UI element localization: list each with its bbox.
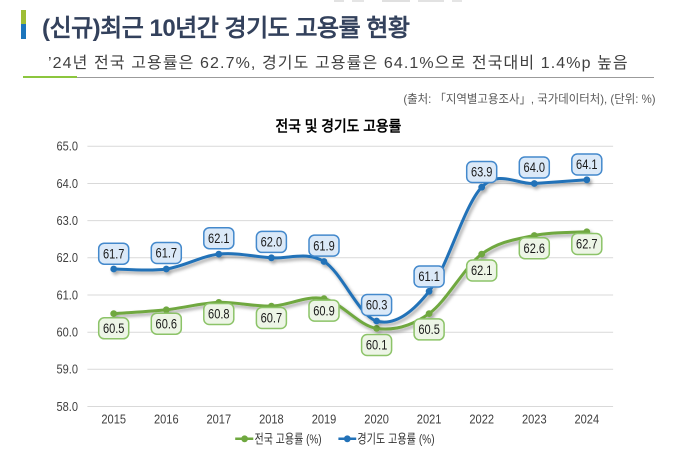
svg-text:60.6: 60.6 bbox=[156, 316, 178, 331]
svg-text:60.5: 60.5 bbox=[103, 321, 125, 336]
svg-text:2019: 2019 bbox=[312, 411, 337, 426]
svg-text:60.0: 60.0 bbox=[57, 326, 79, 340]
svg-text:60.7: 60.7 bbox=[261, 311, 283, 326]
svg-text:64.0: 64.0 bbox=[57, 177, 79, 191]
svg-text:62.7: 62.7 bbox=[576, 237, 598, 252]
svg-text:60.1: 60.1 bbox=[366, 338, 388, 353]
svg-text:62.1: 62.1 bbox=[208, 231, 230, 246]
svg-text:2022: 2022 bbox=[469, 411, 494, 426]
svg-text:60.9: 60.9 bbox=[313, 303, 335, 318]
svg-text:63.9: 63.9 bbox=[471, 165, 493, 180]
svg-text:2024: 2024 bbox=[575, 411, 600, 426]
svg-text:62.1: 62.1 bbox=[471, 263, 493, 278]
svg-text:61.7: 61.7 bbox=[156, 246, 178, 261]
svg-text:64.1: 64.1 bbox=[576, 157, 598, 172]
svg-text:63.0: 63.0 bbox=[57, 214, 79, 228]
svg-text:62.0: 62.0 bbox=[261, 235, 283, 250]
svg-text:2016: 2016 bbox=[154, 411, 179, 426]
svg-text:60.8: 60.8 bbox=[208, 307, 230, 322]
svg-text:62.6: 62.6 bbox=[524, 241, 546, 256]
svg-text:전국 고용률 (%): 전국 고용률 (%) bbox=[255, 432, 322, 447]
svg-text:62.0: 62.0 bbox=[57, 251, 79, 265]
svg-text:2020: 2020 bbox=[364, 411, 389, 426]
svg-text:61.7: 61.7 bbox=[103, 246, 125, 261]
svg-text:2017: 2017 bbox=[207, 411, 232, 426]
svg-text:59.0: 59.0 bbox=[57, 363, 79, 377]
svg-text:58.0: 58.0 bbox=[57, 400, 79, 414]
svg-text:전국 및 경기도 고용률: 전국 및 경기도 고용률 bbox=[276, 116, 402, 135]
svg-text:2023: 2023 bbox=[522, 411, 547, 426]
svg-text:2021: 2021 bbox=[417, 411, 442, 426]
svg-text:64.0: 64.0 bbox=[524, 160, 546, 175]
svg-text:65.0: 65.0 bbox=[57, 140, 79, 154]
svg-text:60.3: 60.3 bbox=[366, 298, 388, 313]
svg-text:60.5: 60.5 bbox=[418, 322, 440, 337]
svg-text:2018: 2018 bbox=[259, 411, 284, 426]
svg-text:61.1: 61.1 bbox=[418, 269, 440, 284]
svg-text:경기도 고용률 (%): 경기도 고용률 (%) bbox=[357, 431, 434, 447]
svg-text:61.9: 61.9 bbox=[313, 238, 335, 253]
svg-text:2015: 2015 bbox=[101, 411, 126, 426]
svg-text:61.0: 61.0 bbox=[57, 288, 79, 302]
